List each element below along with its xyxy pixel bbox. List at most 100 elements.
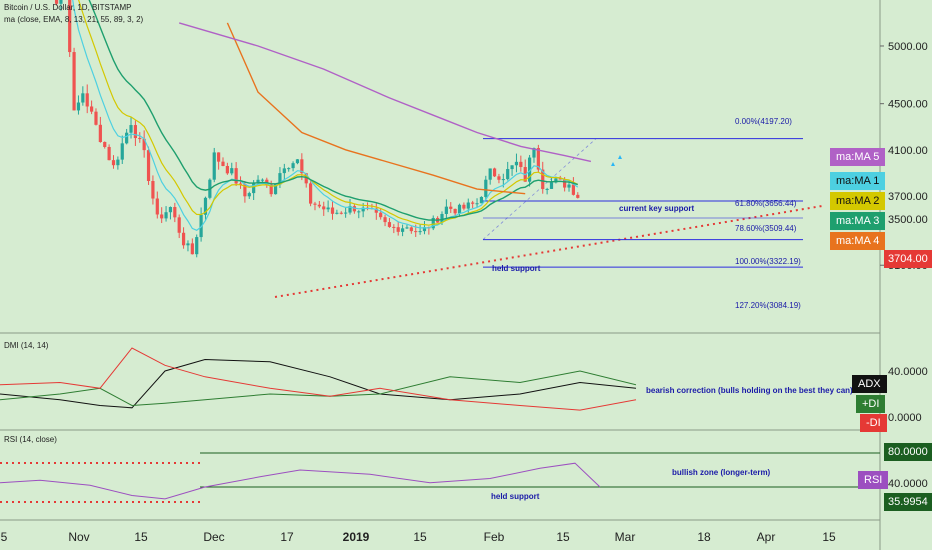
candle-body: [431, 217, 435, 229]
ma-title[interactable]: ma (close, EMA, 8, 13, 21, 55, 89, 3, 2): [4, 15, 144, 24]
candle-body: [291, 163, 295, 169]
candle-body: [392, 226, 396, 228]
time-axis-label: 15: [413, 530, 427, 544]
candle-body: [497, 176, 501, 180]
candle-body: [273, 184, 278, 195]
candle-body: [357, 211, 361, 213]
candle-body: [466, 202, 470, 209]
fib-label-0: 0.00%(4197.20): [735, 117, 792, 126]
candle-body: [269, 184, 273, 195]
candle-body: [409, 227, 413, 232]
dmi-line-adx: [0, 358, 637, 409]
time-axis-label: Dec: [203, 530, 224, 544]
price-axis-tick-label: 4100.00: [888, 145, 928, 157]
ma4-badge[interactable]: ma:MA 4: [830, 232, 886, 250]
candle-body: [374, 208, 378, 213]
last-price-badge: 3704.00: [884, 250, 932, 268]
candle-body: [85, 93, 89, 107]
candle-body: [230, 168, 234, 174]
candle-body: [453, 208, 457, 214]
candle-body: [309, 183, 313, 204]
adx-badge[interactable]: ADX: [852, 375, 887, 393]
candle-body: [440, 213, 444, 223]
candle-body: [138, 138, 142, 140]
price-axis-tick-label: 4500.00: [888, 99, 928, 111]
time-axis-label: 15: [822, 530, 836, 544]
rsi-upper-band-badge: 80.0000: [884, 443, 932, 461]
current-key-support-note: current key support: [619, 204, 695, 213]
candle-body: [177, 217, 181, 233]
candle-body: [98, 124, 102, 143]
candle-body: [558, 178, 562, 180]
candle-body: [317, 204, 321, 207]
rsi-badge[interactable]: RSI: [858, 471, 889, 489]
candle-body: [462, 204, 466, 209]
candle-body: [471, 202, 475, 204]
candle-body: [90, 106, 94, 112]
rsi-axis-tick-label: 40.0000: [888, 478, 928, 490]
candle-body: [54, 0, 59, 4]
candle-body: [422, 227, 427, 232]
candle-body: [221, 161, 225, 166]
candle-body: [155, 198, 159, 215]
fib-trend-line: [482, 138, 597, 240]
rsi-value-badge: 35.9954: [884, 493, 932, 511]
candle-body: [225, 165, 229, 174]
candle-body: [203, 197, 208, 215]
candle-body: [510, 165, 514, 170]
candle-body: [81, 93, 85, 103]
ma1-badge[interactable]: ma:MA 1: [830, 172, 886, 190]
support-trendline: [274, 205, 823, 298]
ma4-line: [226, 22, 526, 195]
ma5-badge[interactable]: ma:MA 5: [830, 148, 886, 166]
candle-body: [256, 179, 260, 184]
candle-body: [120, 143, 124, 160]
candle-body: [444, 206, 448, 214]
time-axis-label: 15: [556, 530, 570, 544]
plus-di-badge[interactable]: +DI: [856, 395, 886, 413]
candle-body: [72, 52, 76, 111]
price-axis-tick-label: 3500.00: [888, 214, 928, 226]
candle-body: [125, 132, 129, 144]
candle-body: [129, 125, 133, 133]
candle-body: [190, 243, 194, 255]
candle-body: [536, 148, 540, 170]
candle-body: [282, 168, 286, 174]
bullish-zone-note: bullish zone (longer-term): [672, 468, 771, 477]
candle-body: [335, 212, 339, 214]
candle-body: [519, 161, 523, 168]
price-title: Bitcoin / U.S. Dollar, 1D, BITSTAMP: [4, 3, 132, 12]
fib-label-1272: 127.20%(3084.19): [735, 301, 801, 310]
candle-body: [414, 231, 418, 233]
candle-body: [186, 243, 190, 246]
ma3-badge[interactable]: ma:MA 3: [830, 212, 886, 230]
candle-body: [532, 148, 536, 158]
time-axis-label: Feb: [484, 530, 505, 544]
price-axis-tick-label: 3700.00: [888, 191, 928, 203]
rsi-title[interactable]: RSI (14, close): [4, 435, 57, 444]
dmi-title[interactable]: DMI (14, 14): [4, 341, 49, 350]
price-axis-tick-label: 5000.00: [888, 41, 928, 53]
signal-marker-icon: [618, 155, 622, 159]
candle-body: [567, 184, 571, 188]
candle-body: [107, 146, 111, 161]
candle-body: [387, 222, 392, 227]
candle-body: [142, 138, 146, 151]
candle-body: [339, 212, 343, 214]
ma2-badge[interactable]: ma:MA 2: [830, 192, 886, 210]
time-axis-label: 17: [280, 530, 294, 544]
candle-body: [168, 207, 173, 213]
candle-body: [330, 207, 335, 214]
candle-body: [492, 168, 497, 177]
time-axis-label: 18: [697, 530, 711, 544]
ma3-line: [88, 0, 579, 221]
candle-body: [181, 232, 186, 246]
candle-body: [396, 227, 400, 232]
candle-body: [514, 161, 519, 166]
time-axis-label: 15: [134, 530, 148, 544]
candle-body: [304, 173, 308, 184]
minus-di-badge[interactable]: -DI: [860, 414, 887, 432]
candle-body: [541, 169, 545, 190]
held-support-rsi-note: held support: [491, 492, 540, 501]
